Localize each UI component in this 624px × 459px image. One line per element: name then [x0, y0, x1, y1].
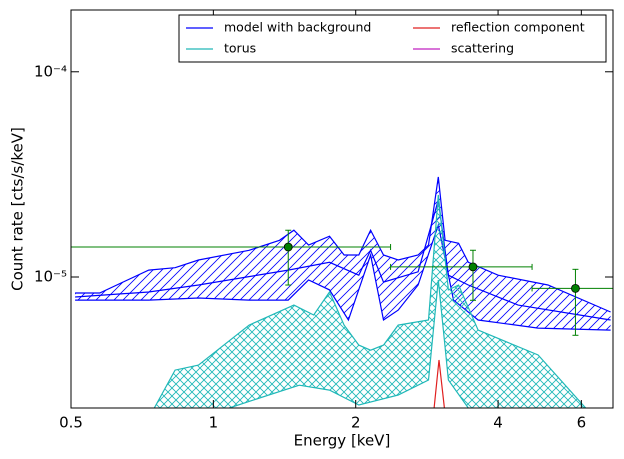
model-curve [75, 199, 611, 321]
y-tick-label: 10⁻⁴ [34, 62, 67, 80]
model-curve [433, 359, 445, 408]
y-axis-label: Count rate [cts/s/keV] [9, 127, 27, 291]
legend-label: model with background [224, 20, 371, 35]
legend-box [178, 14, 607, 63]
x-tick-label: 1 [209, 414, 219, 432]
model-curve [75, 176, 611, 313]
model-curve [153, 194, 587, 408]
data-point [571, 284, 580, 293]
data-point [468, 262, 478, 272]
plot-marks [71, 176, 613, 408]
legend: model with background torus reflection com… [178, 14, 607, 63]
plot-frame [70, 9, 614, 409]
x-tick-label: 0.5 [59, 414, 83, 432]
legend-label: scattering [451, 41, 514, 56]
y-tick-label: 10⁻⁵ [34, 268, 67, 286]
legend-label: torus [224, 41, 256, 56]
x-axis-label: Energy [keV] [294, 432, 391, 450]
x-tick-label: 2 [351, 414, 361, 432]
legend-label: reflection component [451, 20, 585, 35]
band-fill [154, 195, 586, 408]
x-tick-label: 6 [577, 414, 587, 432]
data-point [283, 242, 293, 252]
axes: 0.5 1 2 4 6 10⁻⁵ 10⁻⁴ [34, 10, 613, 432]
model-curve [229, 279, 469, 408]
x-tick-label: 4 [493, 414, 503, 432]
